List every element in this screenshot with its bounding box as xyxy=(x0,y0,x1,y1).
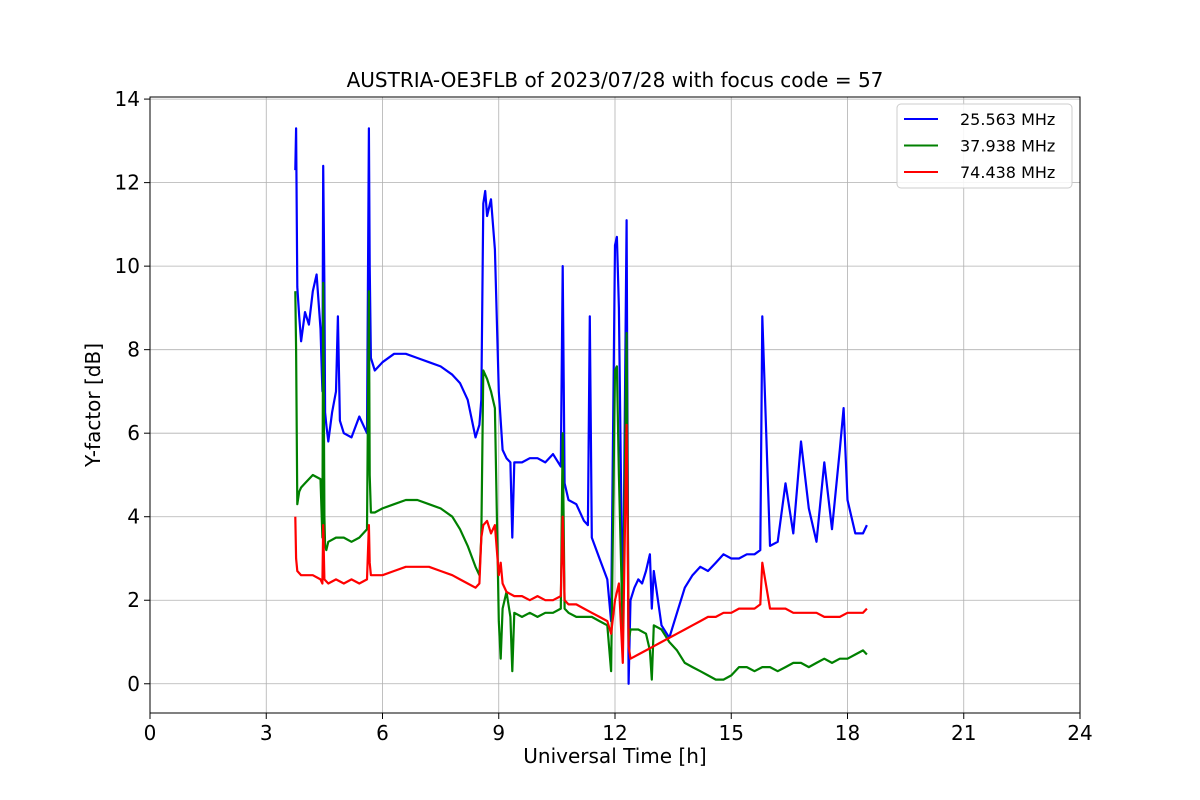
legend-label-1: 25.563 MHz xyxy=(960,110,1055,129)
legend-frame xyxy=(896,103,1073,189)
y-axis-label: Y-factor [dB] xyxy=(81,343,105,468)
x-axis: 0 3 6 9 12 15 18 21 24 xyxy=(144,713,1093,745)
series-lines xyxy=(294,127,868,685)
x-tick-label: 12 xyxy=(602,721,627,745)
legend-label-2: 37.938 MHz xyxy=(960,137,1055,156)
legend-label-3: 74.438 MHz xyxy=(960,163,1055,182)
x-tick-label: 18 xyxy=(835,721,860,745)
y-tick-label: 14 xyxy=(115,87,140,111)
x-tick-label: 15 xyxy=(719,721,744,745)
x-axis-label: Universal Time [h] xyxy=(523,744,706,768)
plot-area xyxy=(294,127,868,685)
series-line-1 xyxy=(294,127,868,685)
y-tick-label: 6 xyxy=(127,421,140,445)
x-tick-label: 24 xyxy=(1067,721,1092,745)
y-tick-label: 10 xyxy=(115,254,140,278)
y-tick-label: 2 xyxy=(127,588,140,612)
y-tick-label: 0 xyxy=(127,672,140,696)
series-line-3 xyxy=(294,423,868,665)
y-tick-label: 8 xyxy=(127,338,140,362)
x-tick-label: 3 xyxy=(260,721,273,745)
x-tick-label: 6 xyxy=(376,721,389,745)
x-tick-label: 21 xyxy=(951,721,976,745)
y-tick-label: 4 xyxy=(127,505,140,529)
legend: 25.563 MHz 37.938 MHz 74.438 MHz xyxy=(896,103,1073,189)
x-tick-label: 9 xyxy=(492,721,505,745)
y-tick-label: 12 xyxy=(115,171,140,195)
x-tick-label: 0 xyxy=(144,721,157,745)
chart-title: AUSTRIA-OE3FLB of 2023/07/28 with focus … xyxy=(347,68,884,92)
series-line-2 xyxy=(294,281,868,681)
y-axis: 0 2 4 6 8 10 12 14 xyxy=(115,87,150,696)
